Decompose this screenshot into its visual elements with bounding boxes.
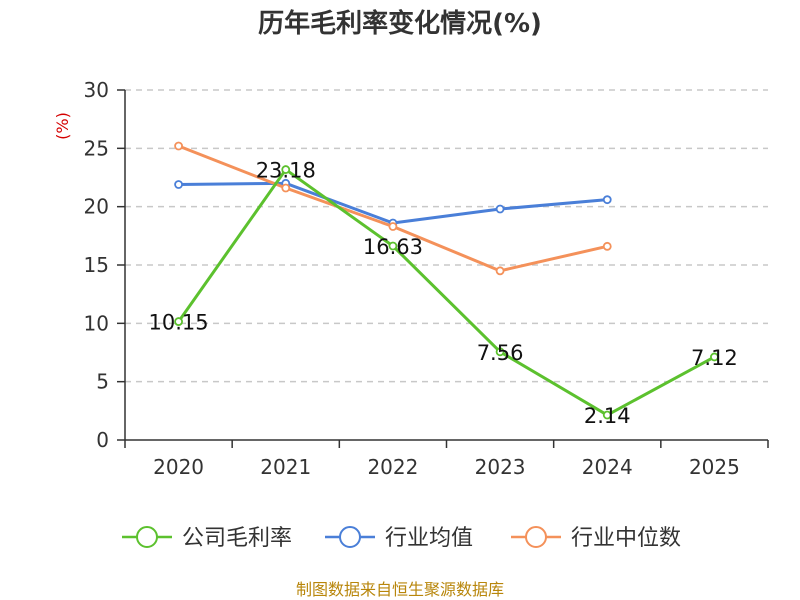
series-group	[174, 141, 719, 420]
data-point	[174, 141, 183, 151]
legend-item-0[interactable]: 公司毛利率	[122, 526, 292, 551]
chart-title: 历年毛利率变化情况(%)	[258, 8, 542, 39]
x-tick-label: 2025	[689, 455, 740, 479]
data-label: 10.15	[149, 311, 209, 335]
legend-item-1[interactable]: 行业均值	[325, 526, 473, 551]
legend-marker	[136, 526, 158, 548]
data-label: 16.63	[363, 235, 423, 259]
data-point	[174, 180, 183, 189]
data-point	[602, 410, 612, 420]
y-tick-label: 25	[84, 136, 109, 160]
x-tick-label: 2020	[153, 455, 204, 479]
legend[interactable]: 公司毛利率 行业均值 行业中位数	[122, 526, 681, 551]
x-tick-label: 2023	[475, 455, 526, 479]
legend-label: 公司毛利率	[182, 526, 292, 551]
legend-marker	[525, 526, 547, 548]
legend-item-2[interactable]: 行业中位数	[511, 526, 681, 551]
legend-label: 行业中位数	[571, 526, 681, 551]
grid	[125, 89, 768, 383]
data-labels: 10.15 23.18 16.63 7.56 2.14 7.12	[149, 159, 738, 428]
data-point	[602, 195, 612, 205]
y-tick-label: 0	[96, 428, 109, 452]
data-label: 2.14	[584, 404, 631, 428]
data-label: 7.12	[691, 346, 738, 370]
x-tick-label: 2021	[260, 455, 311, 479]
source-note: 制图数据来自恒生聚源数据库	[296, 580, 504, 599]
data-point	[602, 241, 612, 251]
y-tick-label: 10	[84, 311, 109, 335]
data-label: 7.56	[477, 341, 524, 365]
data-point	[495, 347, 505, 357]
data-label: 23.18	[256, 159, 316, 183]
legend-marker	[339, 526, 361, 548]
data-point	[174, 317, 183, 326]
data-point	[495, 266, 505, 276]
data-point	[388, 241, 398, 251]
series-line	[177, 168, 716, 417]
x-tick-label: 2022	[367, 455, 418, 479]
y-axis-label: (%)	[53, 112, 72, 140]
data-point	[388, 222, 398, 231]
data-point	[495, 204, 505, 214]
legend-label: 行业均值	[385, 526, 473, 551]
series-2	[174, 141, 612, 276]
series-0	[174, 165, 719, 420]
series-line	[178, 181, 608, 225]
data-point	[710, 352, 719, 362]
x-tick-label: 2024	[582, 455, 633, 479]
data-point	[281, 165, 291, 174]
series-1	[174, 178, 612, 228]
y-tick-label: 5	[96, 370, 109, 394]
y-tick-label: 20	[84, 195, 109, 219]
y-tick-label: 15	[84, 253, 109, 277]
y-tick-label: 30	[84, 78, 109, 102]
data-point	[281, 183, 291, 193]
